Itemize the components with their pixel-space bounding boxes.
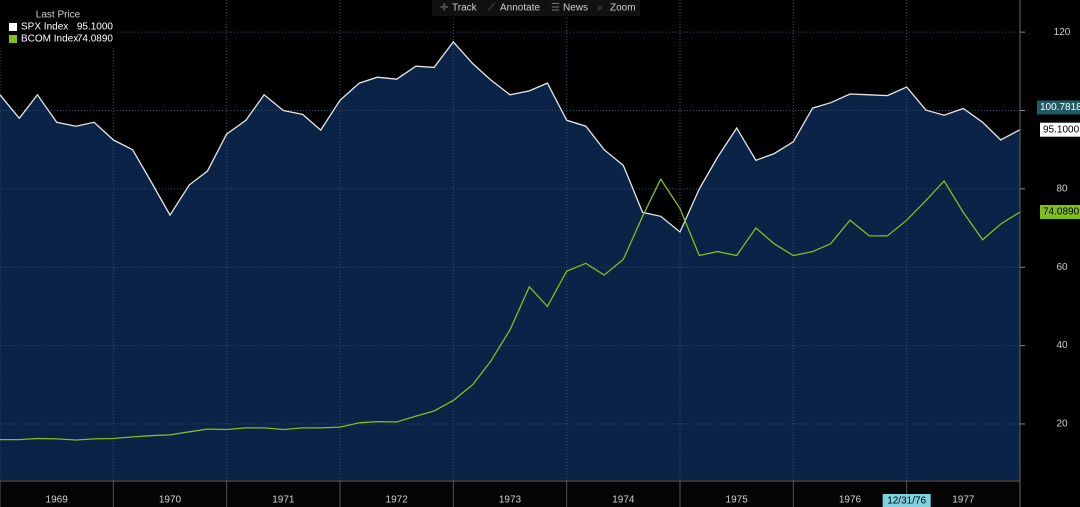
y-tick-label: 40 — [1056, 340, 1068, 351]
legend-title: Last Price — [36, 10, 81, 21]
toolbar — [432, 0, 640, 16]
line — [0, 40, 1021, 234]
icon: ⌕ — [597, 3, 603, 14]
y-tick-label: 120 — [1054, 27, 1071, 38]
x-marker — [882, 494, 931, 507]
x-tick-label: 1973 — [499, 495, 522, 506]
x-tick-label: 1971 — [272, 495, 295, 506]
y-tick-label: 60 — [1056, 262, 1068, 273]
legend-swatch — [9, 35, 17, 43]
area — [0, 41, 1020, 481]
x-tick-label: 1970 — [159, 495, 182, 506]
annotation-label: 100.7818 — [1040, 102, 1080, 113]
x-tick-label: 1976 — [839, 495, 862, 506]
value-tag-label: 95.1000 — [1043, 124, 1080, 135]
toolbar-button[interactable]: Annotate — [500, 3, 540, 14]
toolbar-button[interactable]: Zoom — [610, 3, 636, 14]
x-tick-label: 1975 — [726, 495, 749, 506]
legend-box — [0, 0, 116, 46]
x-marker-label: 12/31/76 — [887, 496, 926, 507]
value-tag — [1040, 122, 1080, 137]
legend-value: 95.1000 — [77, 22, 114, 33]
x-tick-label: 1977 — [952, 495, 975, 506]
value-tag — [1040, 205, 1080, 220]
value-tag-label: 74.0890 — [1043, 207, 1080, 218]
toolbar-button[interactable]: Track — [452, 3, 478, 14]
x-tick-label: 1972 — [386, 495, 409, 506]
icon: ☰ — [551, 3, 560, 14]
x-tick-label: 1974 — [612, 495, 635, 506]
plot-area — [0, 0, 1021, 481]
y-tick-label: 20 — [1056, 419, 1068, 430]
y-tick-label: 80 — [1056, 184, 1068, 195]
legend-value: 74.0890 — [77, 34, 114, 45]
legend-swatch — [9, 23, 17, 31]
legend-label: SPX Index — [21, 22, 68, 33]
line — [0, 177, 1021, 441]
icon: ✛ — [440, 3, 448, 14]
x-axis-band — [0, 481, 1020, 507]
annotation-tag — [1037, 100, 1080, 115]
x-tick-label: 1969 — [46, 495, 69, 506]
legend-label: BCOM Index — [21, 34, 78, 45]
toolbar-button[interactable]: News — [563, 3, 588, 14]
icon: ⟋ — [488, 3, 495, 14]
